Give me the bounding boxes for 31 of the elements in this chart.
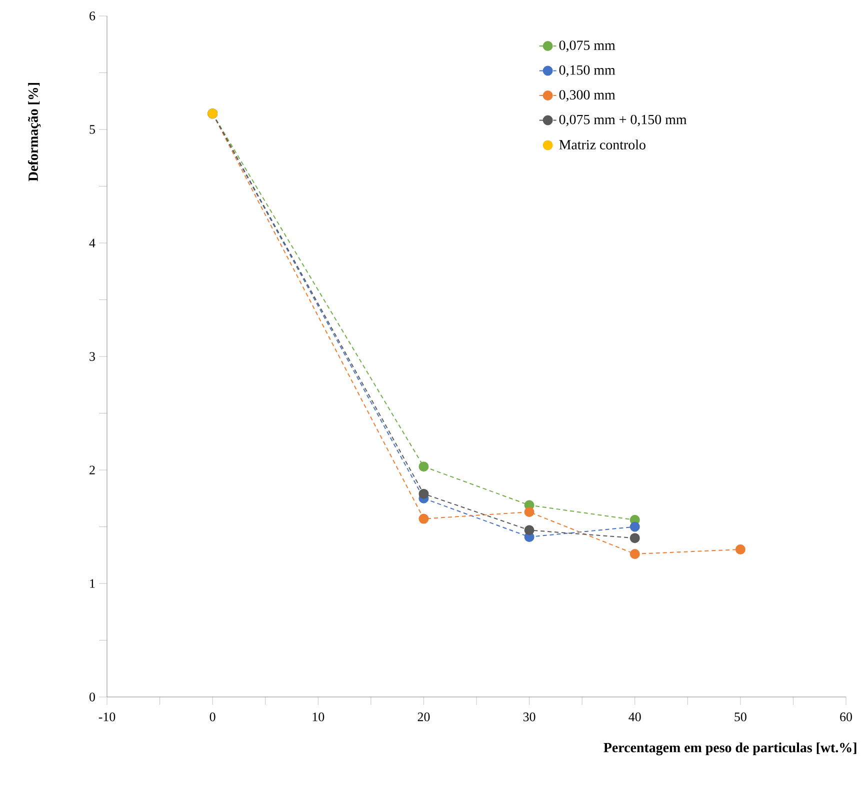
y-tick-label: 2	[90, 466, 95, 474]
y-tick-label: 6	[90, 12, 96, 20]
point	[524, 506, 534, 517]
x-axis-title: Percentagem em peso de particulas [wt.%]	[604, 742, 856, 756]
y-tick-label: 4	[89, 238, 96, 248]
point	[630, 533, 640, 544]
point	[735, 544, 746, 554]
point	[630, 548, 640, 559]
point	[418, 462, 429, 472]
legend-label: Matriz controlo	[559, 140, 646, 150]
x-tick-label: -10	[98, 712, 116, 722]
point	[418, 488, 429, 499]
x-tick-label: 10	[312, 712, 324, 722]
x-tick-label: 40	[628, 712, 641, 722]
x-tick-label: 0	[210, 712, 216, 722]
y-tick-label: 0	[90, 692, 95, 702]
legend-label: 0,300 mm	[559, 90, 616, 102]
legend-label: 0,075 mm	[559, 40, 616, 52]
y-tick-label: 3	[90, 352, 95, 361]
point	[524, 525, 534, 536]
y-axis-title: Deformação [%]	[28, 83, 41, 182]
legend-label: 0,075 mm + 0,150 mm	[559, 114, 687, 126]
y-tick-label: 1	[90, 579, 95, 588]
x-tick-label: 30	[523, 712, 536, 722]
x-tick-label: 60	[840, 712, 852, 722]
point	[418, 514, 429, 524]
point	[630, 522, 640, 532]
y-tick-label: 5	[90, 125, 95, 134]
legend-label: 0,150 mm	[559, 65, 616, 77]
x-tick-label: 50	[734, 712, 746, 722]
x-tick-label: 20	[418, 712, 430, 722]
